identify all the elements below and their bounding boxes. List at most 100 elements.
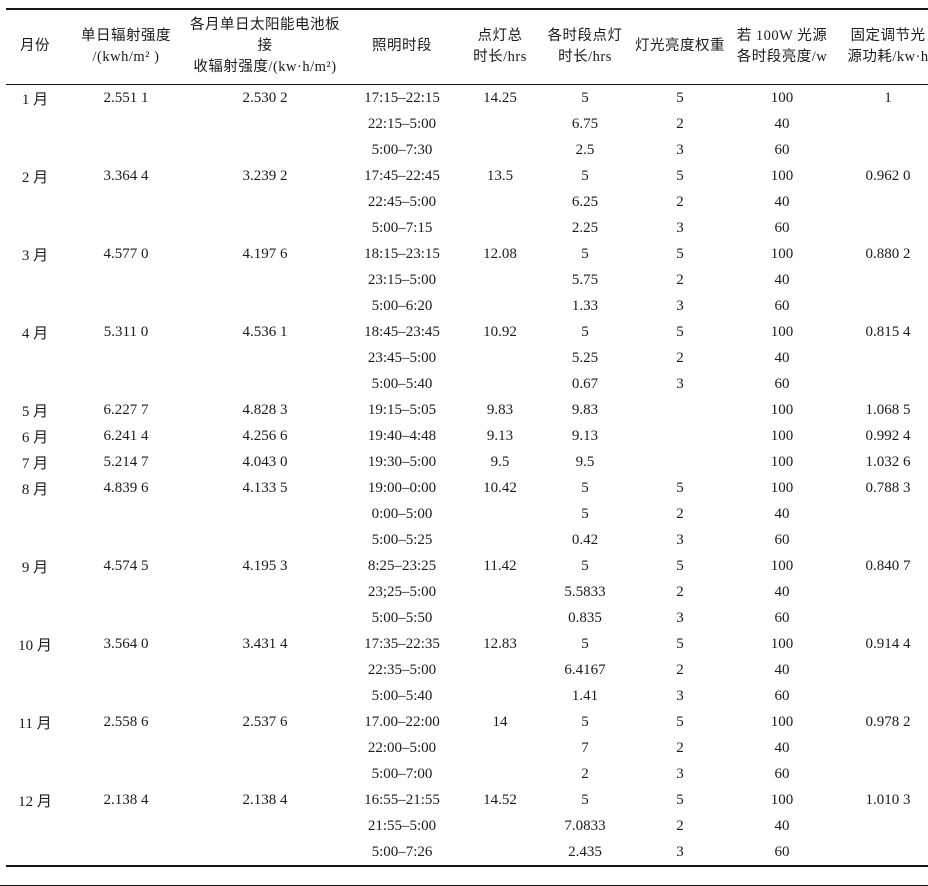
table-row: 9 月 4.574 5 4.195 3 8:25–23:25 11.42 5 5 100 0.8…	[6, 553, 928, 579]
table-cell: 5:00–7:15	[371, 219, 433, 236]
table-cell	[836, 111, 928, 137]
table-cell: 5	[676, 557, 684, 574]
table-cell: 19:30–5:00	[367, 453, 437, 470]
header-cell: 固定调节光 源功耗/kw·h	[836, 9, 928, 85]
table-cell: 40	[774, 661, 790, 678]
table-cell: 13.5	[486, 167, 514, 184]
table-cell: 1.41	[571, 687, 599, 704]
table-row: 5:00–7:00 2 3 60	[6, 761, 928, 787]
table-cell: 4.574 5	[103, 557, 149, 574]
table-cell	[836, 501, 928, 527]
header-label-line1: 各月单日太阳能电池板接	[190, 17, 340, 55]
table-cell	[64, 527, 188, 553]
table-cell: 0.42	[571, 531, 599, 548]
header-cell: 若 100W 光源 各时段亮度/w	[728, 9, 836, 85]
table-cell: 2.551 1	[103, 89, 149, 106]
table-cell	[462, 657, 538, 683]
table-cell: 3	[676, 375, 684, 392]
table-cell	[6, 267, 64, 293]
table-cell: 100	[770, 635, 794, 652]
table-cell: 14.52	[483, 791, 517, 808]
table-cell: 4.197 6	[242, 245, 288, 262]
table-cell	[462, 137, 538, 163]
table-cell: 3	[676, 531, 684, 548]
table-cell: 6.241 4	[103, 427, 149, 444]
table-cell: 5	[676, 245, 684, 262]
table-cell: 23:15–5:00	[367, 271, 437, 288]
table-cell	[462, 293, 538, 319]
table-cell: 4.536 1	[242, 323, 288, 340]
table-row: 22:15–5:00 6.75 2 40	[6, 111, 928, 137]
table-cell	[6, 839, 64, 866]
table-cell: 6.25	[571, 193, 599, 210]
table-cell: 5 月	[21, 403, 49, 420]
table-cell	[6, 527, 64, 553]
table-row: 22:00–5:00 7 2 40	[6, 735, 928, 761]
table-cell	[188, 761, 342, 787]
table-cell: 10.42	[483, 479, 517, 496]
table-cell	[836, 371, 928, 397]
table-cell: 2	[581, 765, 589, 782]
table-cell: 5	[581, 479, 589, 496]
table-cell: 60	[774, 609, 790, 626]
table-cell: 3	[676, 765, 684, 782]
table-cell	[6, 735, 64, 761]
table-cell: 5	[676, 791, 684, 808]
table-cell: 5:00–6:20	[371, 297, 433, 314]
table-row: 23:45–5:00 5.25 2 40	[6, 345, 928, 371]
table-cell	[836, 735, 928, 761]
table-cell: 40	[774, 505, 790, 522]
table-cell: 3	[676, 141, 684, 158]
table-cell	[836, 527, 928, 553]
table-cell: 0.962 0	[865, 167, 911, 184]
table-cell: 12.08	[483, 245, 517, 262]
table-cell	[836, 579, 928, 605]
table-cell: 2	[676, 115, 684, 132]
header-label-line1: 照明时段	[372, 38, 432, 55]
table-cell: 60	[774, 297, 790, 314]
table-row: 5:00–5:50 0.835 3 60	[6, 605, 928, 631]
table-cell: 5.25	[571, 349, 599, 366]
table-cell: 5	[676, 713, 684, 730]
table-cell: 5	[581, 323, 589, 340]
table-cell: 2.25	[571, 219, 599, 236]
table-cell	[188, 813, 342, 839]
table-cell: 2	[676, 739, 684, 756]
table-cell: 5	[581, 635, 589, 652]
table-cell	[462, 839, 538, 866]
table-cell	[632, 397, 728, 423]
table-row: 3 月 4.577 0 4.197 6 18:15–23:15 12.08 5 5 100 0.…	[6, 241, 928, 267]
table-cell	[836, 267, 928, 293]
table-cell: 60	[774, 219, 790, 236]
table-cell: 3	[676, 843, 684, 860]
table-cell	[462, 761, 538, 787]
header-cell: 照明时段	[342, 9, 462, 85]
solar-lighting-data-table: 月份 单日辐射强度 /(kwh/m² ) 各月单日太阳能电池板接 收辐射强度/(kw·h…	[6, 8, 928, 868]
table-cell: 100	[770, 453, 794, 470]
header-label-line1: 灯光亮度权重	[635, 38, 725, 55]
table-cell	[64, 839, 188, 866]
table-cell: 9 月	[21, 559, 49, 576]
table-cell	[64, 267, 188, 293]
table-cell	[188, 735, 342, 761]
table-cell: 19:15–5:05	[367, 401, 437, 418]
table-cell: 100	[770, 427, 794, 444]
table-cell: 2.530 2	[242, 89, 288, 106]
header-label-line1: 固定调节光	[850, 27, 926, 44]
table-cell: 5:00–5:25	[371, 531, 433, 548]
table-cell: 60	[774, 141, 790, 158]
table-cell: 2.138 4	[242, 791, 288, 808]
table-cell: 40	[774, 739, 790, 756]
table-cell	[6, 189, 64, 215]
table-cell: 18:45–23:45	[364, 323, 440, 340]
table-cell: 5	[581, 713, 589, 730]
table-cell: 3	[676, 609, 684, 626]
table-cell	[64, 215, 188, 241]
table-cell	[6, 215, 64, 241]
table-cell	[836, 761, 928, 787]
table-cell: 0.992 4	[865, 427, 911, 444]
table-cell	[64, 189, 188, 215]
table-row: 23:15–5:00 5.75 2 40	[6, 267, 928, 293]
table-cell: 5:00–5:50	[371, 609, 433, 626]
table-cell	[64, 761, 188, 787]
